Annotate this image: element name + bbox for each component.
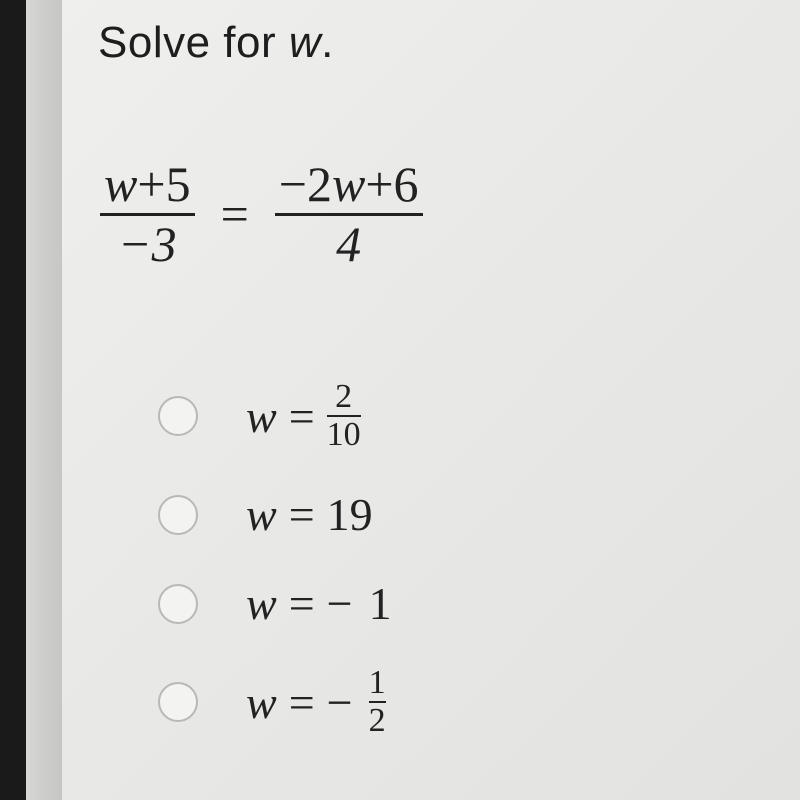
answer-option-4[interactable]: w = − 1 2 xyxy=(158,666,800,738)
ans-neg: − xyxy=(327,577,353,630)
eq-left-den-sign: − xyxy=(118,216,152,272)
ans-var: w xyxy=(246,488,277,541)
answer-option-2[interactable]: w = 19 xyxy=(158,488,800,541)
answer-option-3[interactable]: w = −1 xyxy=(158,577,800,630)
radio-button[interactable] xyxy=(158,682,198,722)
question-prompt: Solve for w. xyxy=(98,18,800,68)
answer-expression: w = 2 10 xyxy=(246,380,361,452)
answer-expression: w = −1 xyxy=(246,577,392,630)
prompt-var: w xyxy=(289,18,321,67)
ans-eq: = xyxy=(289,577,315,630)
answer-expression: w = 19 xyxy=(246,488,373,541)
ans-frac-den: 10 xyxy=(327,418,361,452)
ans-int: 1 xyxy=(369,577,392,630)
prompt-text-pre: Solve for xyxy=(98,18,289,67)
eq-right-num-var: w xyxy=(332,156,365,212)
ans-frac-den: 2 xyxy=(369,704,386,738)
eq-right-num-coef: 2 xyxy=(307,156,332,212)
ans-eq: = xyxy=(289,488,315,541)
equation-right-numerator: −2w+6 xyxy=(275,158,423,211)
equation-right-denominator: 4 xyxy=(332,218,365,271)
eq-left-num-const: 5 xyxy=(166,156,191,212)
prompt-text-post: . xyxy=(321,18,334,67)
ans-fraction: 2 10 xyxy=(327,380,361,452)
answer-options: w = 2 10 w = 19 w = −1 xyxy=(98,380,800,738)
ans-neg: − xyxy=(327,676,353,729)
ans-frac-num: 1 xyxy=(369,666,386,700)
equation-left-fraction: w+5 −3 xyxy=(100,158,195,270)
ans-var: w xyxy=(246,676,277,729)
radio-button[interactable] xyxy=(158,495,198,535)
ans-frac-num: 2 xyxy=(335,380,352,414)
radio-button[interactable] xyxy=(158,396,198,436)
ans-var: w xyxy=(246,390,277,443)
answer-option-1[interactable]: w = 2 10 xyxy=(158,380,800,452)
left-dark-strip xyxy=(0,0,26,800)
ans-var: w xyxy=(246,577,277,630)
eq-left-den-val: 3 xyxy=(152,216,177,272)
equation-right-fraction: −2w+6 4 xyxy=(275,158,423,270)
ans-eq: = xyxy=(289,676,315,729)
equation: w+5 −3 = −2w+6 4 xyxy=(98,158,800,270)
ans-int: 19 xyxy=(327,488,373,541)
equation-left-numerator: w+5 xyxy=(100,158,195,211)
eq-right-num-const: 6 xyxy=(394,156,419,212)
equals-sign: = xyxy=(221,185,249,243)
answer-expression: w = − 1 2 xyxy=(246,666,386,738)
ans-fraction: 1 2 xyxy=(369,666,386,738)
eq-right-num-sign: − xyxy=(279,156,307,212)
question-content: Solve for w. w+5 −3 = −2w+6 4 w = xyxy=(62,0,800,800)
ans-eq: = xyxy=(289,390,315,443)
eq-left-num-var: w xyxy=(104,156,137,212)
left-light-strip xyxy=(26,0,62,800)
eq-left-num-op: + xyxy=(137,156,165,212)
radio-button[interactable] xyxy=(158,584,198,624)
eq-right-num-op: + xyxy=(365,156,393,212)
equation-left-denominator: −3 xyxy=(114,218,181,271)
